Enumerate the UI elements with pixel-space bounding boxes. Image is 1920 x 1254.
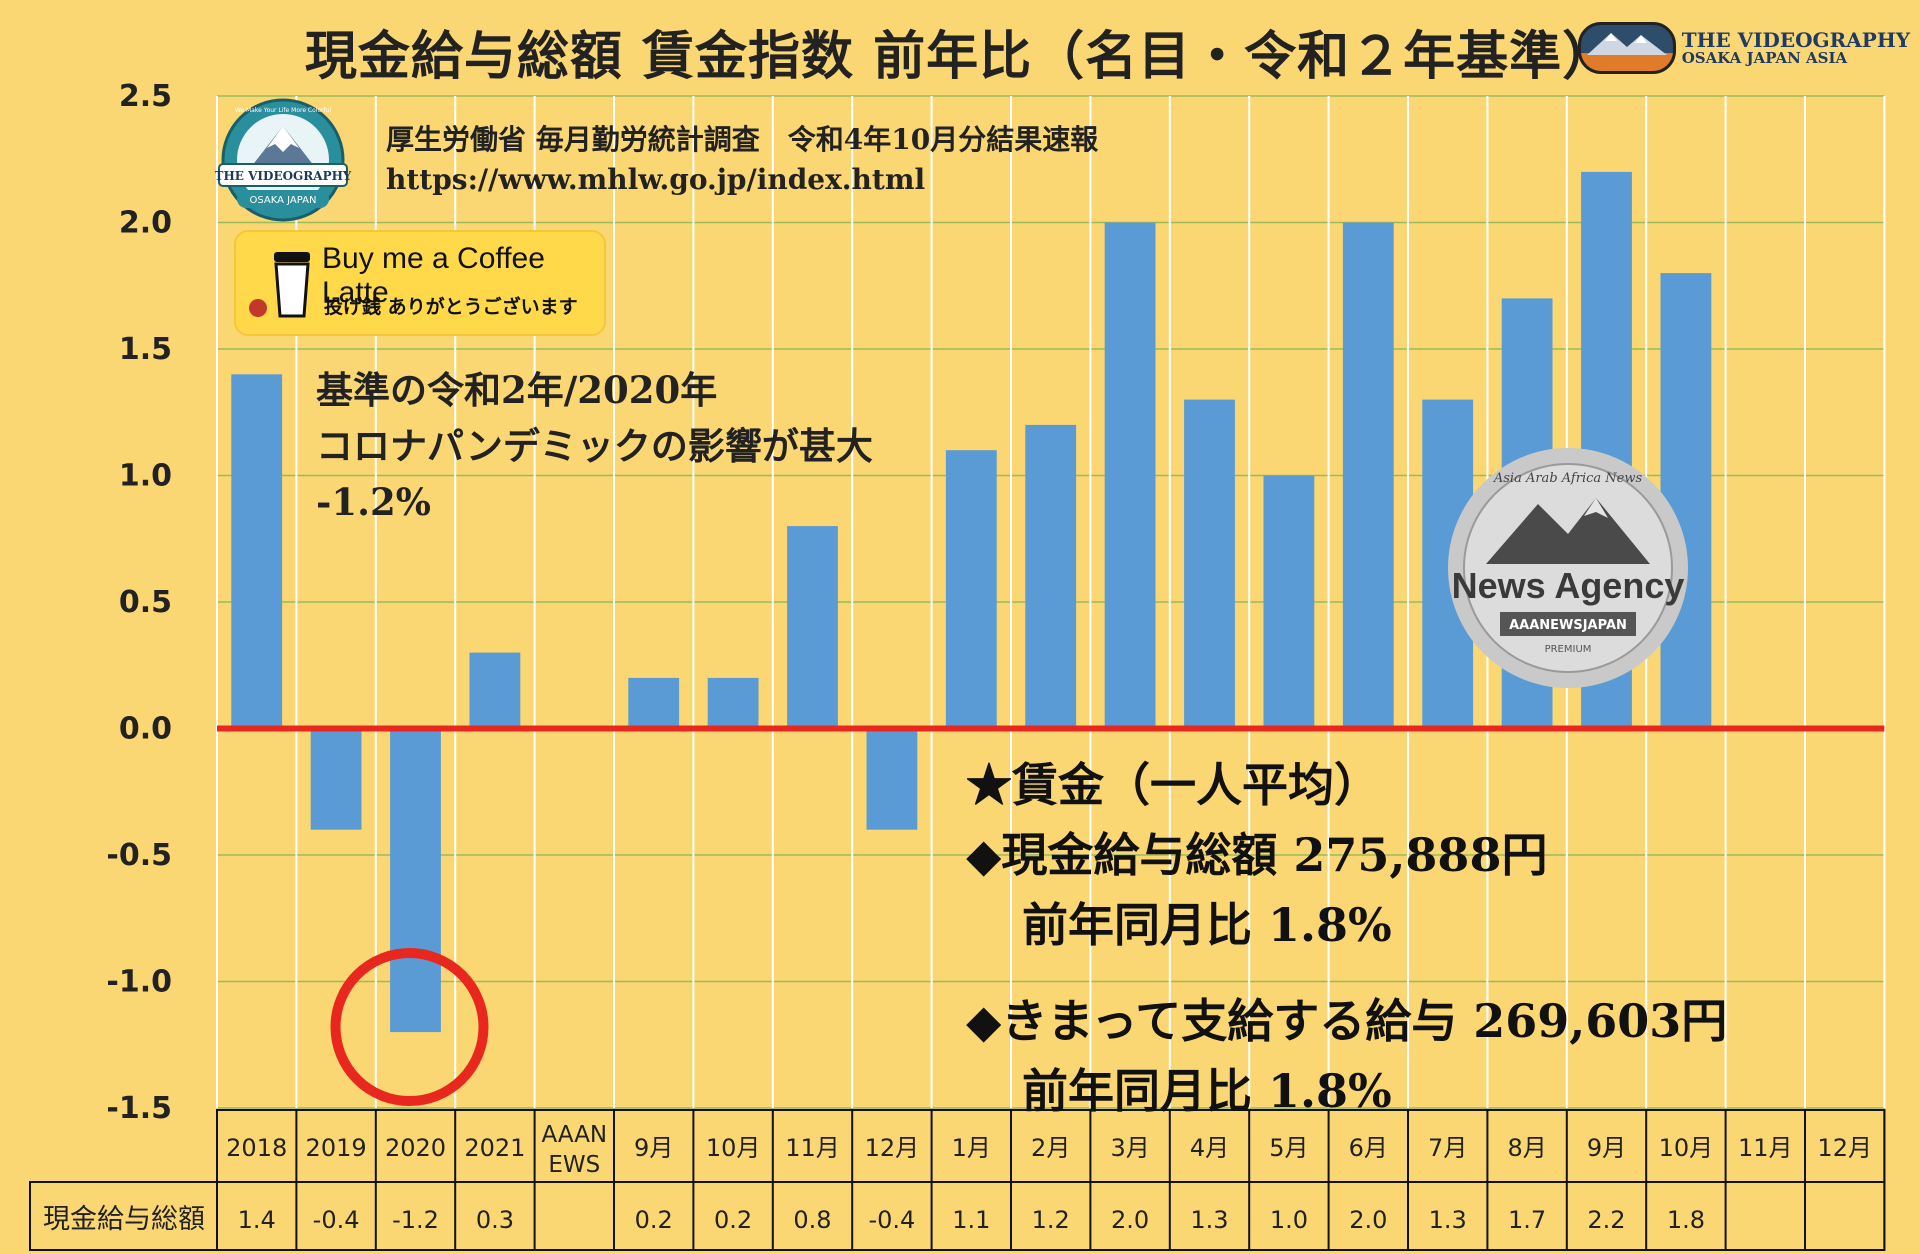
y-tick-label: 0.5 xyxy=(119,585,172,620)
bar xyxy=(1342,222,1394,729)
x-tick-label: 2019 xyxy=(306,1134,367,1162)
brand-line2: OSAKA JAPAN ASIA xyxy=(1681,48,1848,67)
news-agency-badge-icon: Asia Arab Africa News News Agency AAANEW… xyxy=(1446,446,1690,690)
x-tick-label: 1月 xyxy=(952,1134,991,1162)
coffee-line2: 投げ銭 ありがとうございます xyxy=(324,296,578,318)
x-tick-label: 7月 xyxy=(1428,1134,1467,1162)
annotation-note: 基準の令和2年/2020年 コロナパンデミックの影響が甚大 -1.2% xyxy=(316,362,873,530)
summary-item1-sub: 前年同月比 1.8% xyxy=(1022,898,1392,952)
coffee-cup-icon xyxy=(249,252,310,318)
y-tick-label: -0.5 xyxy=(106,838,172,873)
x-tick-label: AAAN EWS xyxy=(541,1122,607,1178)
logo-sub: OSAKA JAPAN xyxy=(250,195,317,206)
data-label: -0.4 xyxy=(868,1206,915,1234)
data-label: 0.8 xyxy=(793,1206,831,1234)
source-url: https://www.mhlw.go.jp/index.html xyxy=(386,163,926,196)
note-line1: 基準の令和2年/2020年 xyxy=(316,368,718,412)
x-tick-label: 11月 xyxy=(1738,1134,1793,1162)
summary-item2: ◆きまって支給する給与 269,603円 xyxy=(966,994,1728,1048)
x-tick-label: 2018 xyxy=(226,1134,287,1162)
y-tick-label: -1.0 xyxy=(106,965,172,1000)
news-ribbon: AAANEWSJAPAN xyxy=(1509,618,1627,633)
y-tick-label: 0.0 xyxy=(119,712,172,747)
summary-item2-sub: 前年同月比 1.8% xyxy=(1022,1064,1392,1118)
news-agency-name: News Agency xyxy=(1452,565,1685,606)
data-label: 2.2 xyxy=(1587,1206,1625,1234)
data-label: 0.3 xyxy=(476,1206,514,1234)
summary-heading: ★賃金（一人平均） xyxy=(966,758,1380,812)
x-tick-label: 12月 xyxy=(865,1134,920,1162)
x-tick-label: 10月 xyxy=(706,1134,761,1162)
bar xyxy=(1263,475,1315,729)
data-label: 1.7 xyxy=(1508,1206,1546,1234)
x-tick-label: 3月 xyxy=(1110,1134,1149,1162)
data-label: 1.3 xyxy=(1190,1206,1228,1234)
data-label: 2.0 xyxy=(1111,1206,1149,1234)
data-label: -0.4 xyxy=(313,1206,360,1234)
y-tick-label: -1.5 xyxy=(106,1091,172,1126)
data-label: 1.8 xyxy=(1667,1206,1705,1234)
note-line2: コロナパンデミックの影響が甚大 xyxy=(316,424,873,468)
x-tick-label: 4月 xyxy=(1190,1134,1229,1162)
brand-top-right: THE VIDEOGRAPHY OSAKA JAPAN ASIA xyxy=(1577,22,1910,74)
bar xyxy=(390,728,441,1033)
bar xyxy=(866,728,918,830)
brand-line1: THE VIDEOGRAPHY xyxy=(1681,27,1910,52)
x-tick-label: 6月 xyxy=(1349,1134,1388,1162)
data-label: 0.2 xyxy=(714,1206,752,1234)
x-tick-label: 5月 xyxy=(1269,1134,1308,1162)
source-text: 厚生労働省 毎月勤労統計調査 令和4年10月分結果速報 https://www.… xyxy=(386,120,1098,200)
bar xyxy=(707,677,759,729)
bar xyxy=(231,374,283,729)
data-label: 2.0 xyxy=(1349,1206,1387,1234)
mountain-badge-icon xyxy=(1577,22,1676,74)
source-line1: 厚生労働省 毎月勤労統計調査 令和4年10月分結果速報 xyxy=(386,123,1099,156)
data-label: 1.4 xyxy=(238,1206,276,1234)
x-tick-label-line: EWS xyxy=(548,1152,600,1178)
y-tick-label: 1.0 xyxy=(119,459,172,494)
x-tick-label: 8月 xyxy=(1507,1134,1546,1162)
x-tick-label-line: AAAN xyxy=(541,1122,607,1148)
bar xyxy=(1104,222,1156,729)
note-line3: -1.2% xyxy=(316,480,431,524)
bar xyxy=(1184,399,1235,729)
y-tick-label: 2.0 xyxy=(119,206,172,241)
x-tick-label: 2021 xyxy=(464,1134,525,1162)
mountain-logo-icon: THE VIDEOGRAPHY OSAKA JAPAN We Make Your… xyxy=(215,98,352,228)
x-tick-label: 12月 xyxy=(1817,1134,1872,1162)
row-header-label: 現金給与総額 xyxy=(43,1204,205,1235)
data-label: 1.1 xyxy=(952,1206,990,1234)
bar xyxy=(310,728,362,830)
coffee-line1: Buy me a Coffee Latte xyxy=(322,242,545,309)
data-label: 1.2 xyxy=(1032,1206,1070,1234)
bar xyxy=(1660,273,1712,729)
news-sub: PREMIUM xyxy=(1545,644,1592,655)
x-tick-label: 11月 xyxy=(785,1134,840,1162)
x-tick-label: 9月 xyxy=(634,1134,673,1162)
x-tick-label: 9月 xyxy=(1587,1134,1626,1162)
coffee-banner[interactable]: Buy me a Coffee Latte 投げ銭 ありがとうございます xyxy=(236,232,604,334)
chart-title: 現金給与総額 賃金指数 前年比（名目・令和２年基準） xyxy=(304,27,1616,87)
logo-arc-text: We Make Your Life More Colorful xyxy=(235,107,332,114)
bar xyxy=(945,450,997,729)
data-label: 0.2 xyxy=(635,1206,673,1234)
summary-box: ★賃金（一人平均） ◆現金給与総額 275,888円 前年同月比 1.8% ◆き… xyxy=(966,750,1727,1126)
news-arc-text: Asia Arab Africa News xyxy=(1493,471,1643,486)
bar xyxy=(787,526,838,729)
highlight-circle xyxy=(330,948,489,1107)
y-tick-label: 2.5 xyxy=(119,79,172,114)
x-tick-label: 2020 xyxy=(385,1134,446,1162)
data-label: -1.2 xyxy=(392,1206,439,1234)
data-label: 1.0 xyxy=(1270,1206,1308,1234)
bar xyxy=(628,677,680,729)
x-tick-label: 10月 xyxy=(1659,1134,1714,1162)
logo-name: THE VIDEOGRAPHY xyxy=(215,169,351,183)
bar xyxy=(469,652,521,729)
summary-item1: ◆現金給与総額 275,888円 xyxy=(966,828,1548,882)
y-tick-label: 1.5 xyxy=(119,332,172,367)
bar xyxy=(1025,424,1077,729)
x-tick-label: 2月 xyxy=(1031,1134,1070,1162)
data-label: 1.3 xyxy=(1429,1206,1467,1234)
